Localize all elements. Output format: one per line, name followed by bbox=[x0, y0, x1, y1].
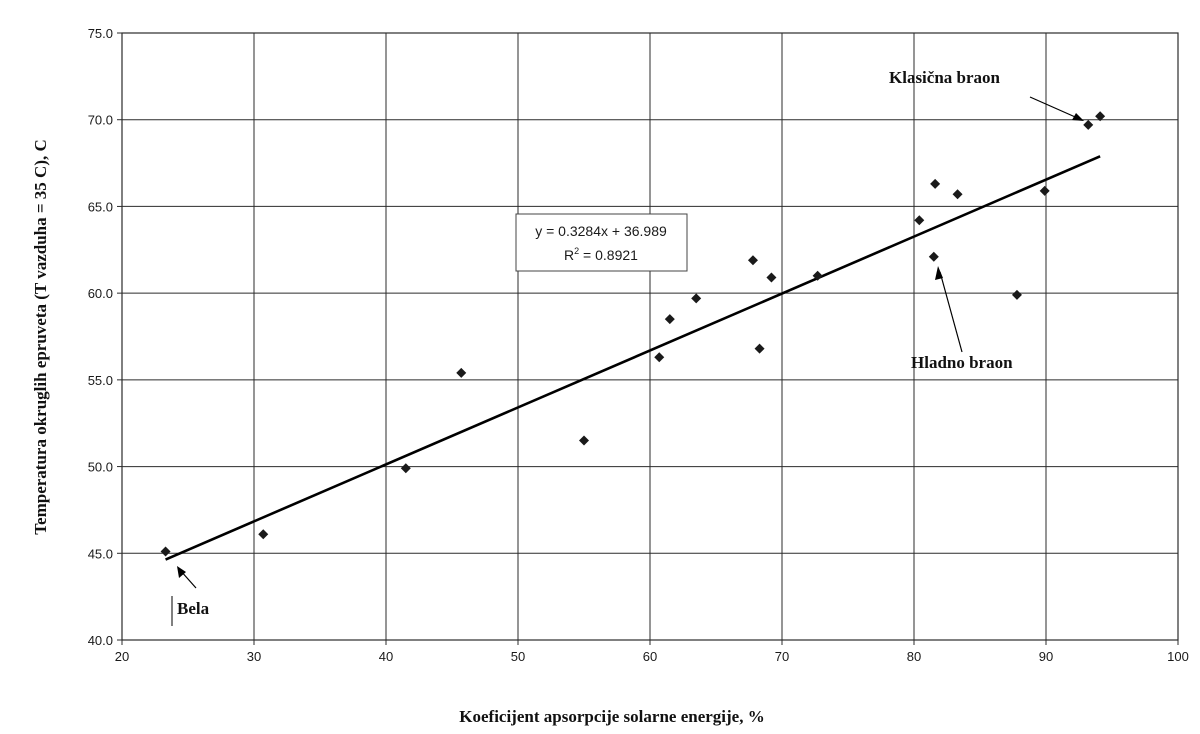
data-point bbox=[766, 272, 777, 283]
data-point bbox=[579, 435, 589, 446]
data-point bbox=[654, 352, 665, 363]
equation-text: y = 0.3284x + 36.989 bbox=[535, 223, 667, 239]
data-point bbox=[400, 463, 411, 474]
x-tick-label: 30 bbox=[247, 649, 261, 664]
r-squared-superscript: 2 bbox=[574, 246, 579, 256]
trendline bbox=[165, 155, 1101, 561]
y-tick-label: 55.0 bbox=[88, 373, 113, 388]
data-point bbox=[914, 215, 925, 226]
annotation-bela: Bela bbox=[177, 599, 210, 618]
data-point bbox=[691, 293, 702, 304]
r-squared-value: = 0.8921 bbox=[579, 247, 638, 263]
data-point bbox=[930, 178, 941, 189]
y-axis-ticks: 40.0 45.0 50.0 55.0 60.0 65.0 70.0 75.0 bbox=[88, 26, 122, 648]
arrow-klasicna-braon bbox=[1029, 96, 1083, 121]
annotations: Klasična braon Hladno braon Bela bbox=[171, 68, 1084, 626]
equation-box-frame bbox=[515, 213, 688, 272]
data-point bbox=[258, 529, 269, 540]
x-tick-label: 40 bbox=[379, 649, 393, 664]
data-point bbox=[812, 270, 823, 281]
data-point bbox=[1083, 119, 1094, 130]
x-tick-label: 20 bbox=[115, 649, 129, 664]
y-tick-label: 50.0 bbox=[88, 460, 113, 475]
data-point bbox=[754, 343, 765, 354]
y-tick-label: 45.0 bbox=[88, 546, 113, 561]
data-point bbox=[1039, 185, 1050, 196]
x-tick-label: 70 bbox=[775, 649, 789, 664]
annotation-klasicna-braon: Klasična braon bbox=[889, 68, 1001, 87]
r-squared-text: R2 = 0.8921 bbox=[564, 246, 638, 263]
y-tick-label: 70.0 bbox=[88, 113, 113, 128]
data-point bbox=[456, 367, 467, 378]
x-axis-ticks: 20 30 40 50 60 70 80 90 100 bbox=[115, 640, 1189, 664]
x-tick-label: 100 bbox=[1167, 649, 1189, 664]
regression-equation-box: y = 0.3284x + 36.989 R2 = 0.8921 bbox=[515, 213, 688, 272]
arrowhead-klasicna-braon bbox=[1072, 113, 1084, 121]
y-tick-label: 65.0 bbox=[88, 199, 113, 214]
data-points bbox=[160, 111, 1106, 557]
y-tick-label: 40.0 bbox=[88, 633, 113, 648]
y-tick-label: 60.0 bbox=[88, 286, 113, 301]
x-tick-label: 60 bbox=[643, 649, 657, 664]
x-axis-title: Koeficijent apsorpcije solarne energije,… bbox=[459, 707, 764, 726]
x-tick-label: 50 bbox=[511, 649, 525, 664]
x-tick-label: 90 bbox=[1039, 649, 1053, 664]
data-point bbox=[1011, 289, 1022, 300]
y-axis-title: Temperatura okruglih epruveta (T vazduha… bbox=[31, 139, 50, 535]
data-point bbox=[747, 255, 758, 266]
data-point bbox=[928, 251, 939, 262]
annotation-hladno-braon: Hladno braon bbox=[911, 353, 1013, 372]
arrowhead-hladno-braon bbox=[935, 266, 943, 280]
data-point bbox=[160, 546, 171, 557]
arrowhead-bela bbox=[177, 566, 186, 578]
data-point bbox=[952, 189, 963, 200]
data-point bbox=[1095, 111, 1106, 122]
x-tick-label: 80 bbox=[907, 649, 921, 664]
y-tick-label: 75.0 bbox=[88, 26, 113, 41]
data-point bbox=[664, 314, 675, 325]
arrow-hladno-braon bbox=[939, 271, 963, 353]
r-squared-prefix: R bbox=[564, 247, 574, 263]
